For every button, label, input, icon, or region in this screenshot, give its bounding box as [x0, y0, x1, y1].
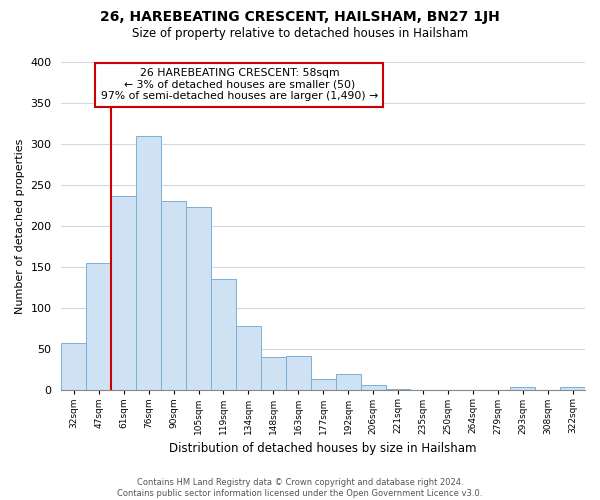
X-axis label: Distribution of detached houses by size in Hailsham: Distribution of detached houses by size …: [169, 442, 477, 455]
Bar: [386, 388, 410, 390]
Bar: [61, 344, 86, 390]
Bar: [560, 387, 585, 390]
Text: Size of property relative to detached houses in Hailsham: Size of property relative to detached ho…: [132, 28, 468, 40]
Text: Contains HM Land Registry data © Crown copyright and database right 2024.
Contai: Contains HM Land Registry data © Crown c…: [118, 478, 482, 498]
Bar: [510, 387, 535, 390]
Bar: [286, 356, 311, 390]
Bar: [211, 280, 236, 390]
Bar: [335, 374, 361, 390]
Bar: [86, 263, 111, 390]
Bar: [311, 379, 335, 390]
Bar: [136, 136, 161, 390]
Bar: [111, 196, 136, 390]
Text: 26 HAREBEATING CRESCENT: 58sqm
← 3% of detached houses are smaller (50)
97% of s: 26 HAREBEATING CRESCENT: 58sqm ← 3% of d…: [101, 68, 378, 102]
Bar: [236, 326, 261, 390]
Bar: [261, 356, 286, 390]
Y-axis label: Number of detached properties: Number of detached properties: [15, 138, 25, 314]
Bar: [361, 384, 386, 390]
Text: 26, HAREBEATING CRESCENT, HAILSHAM, BN27 1JH: 26, HAREBEATING CRESCENT, HAILSHAM, BN27…: [100, 10, 500, 24]
Bar: [161, 202, 186, 390]
Bar: [186, 207, 211, 390]
